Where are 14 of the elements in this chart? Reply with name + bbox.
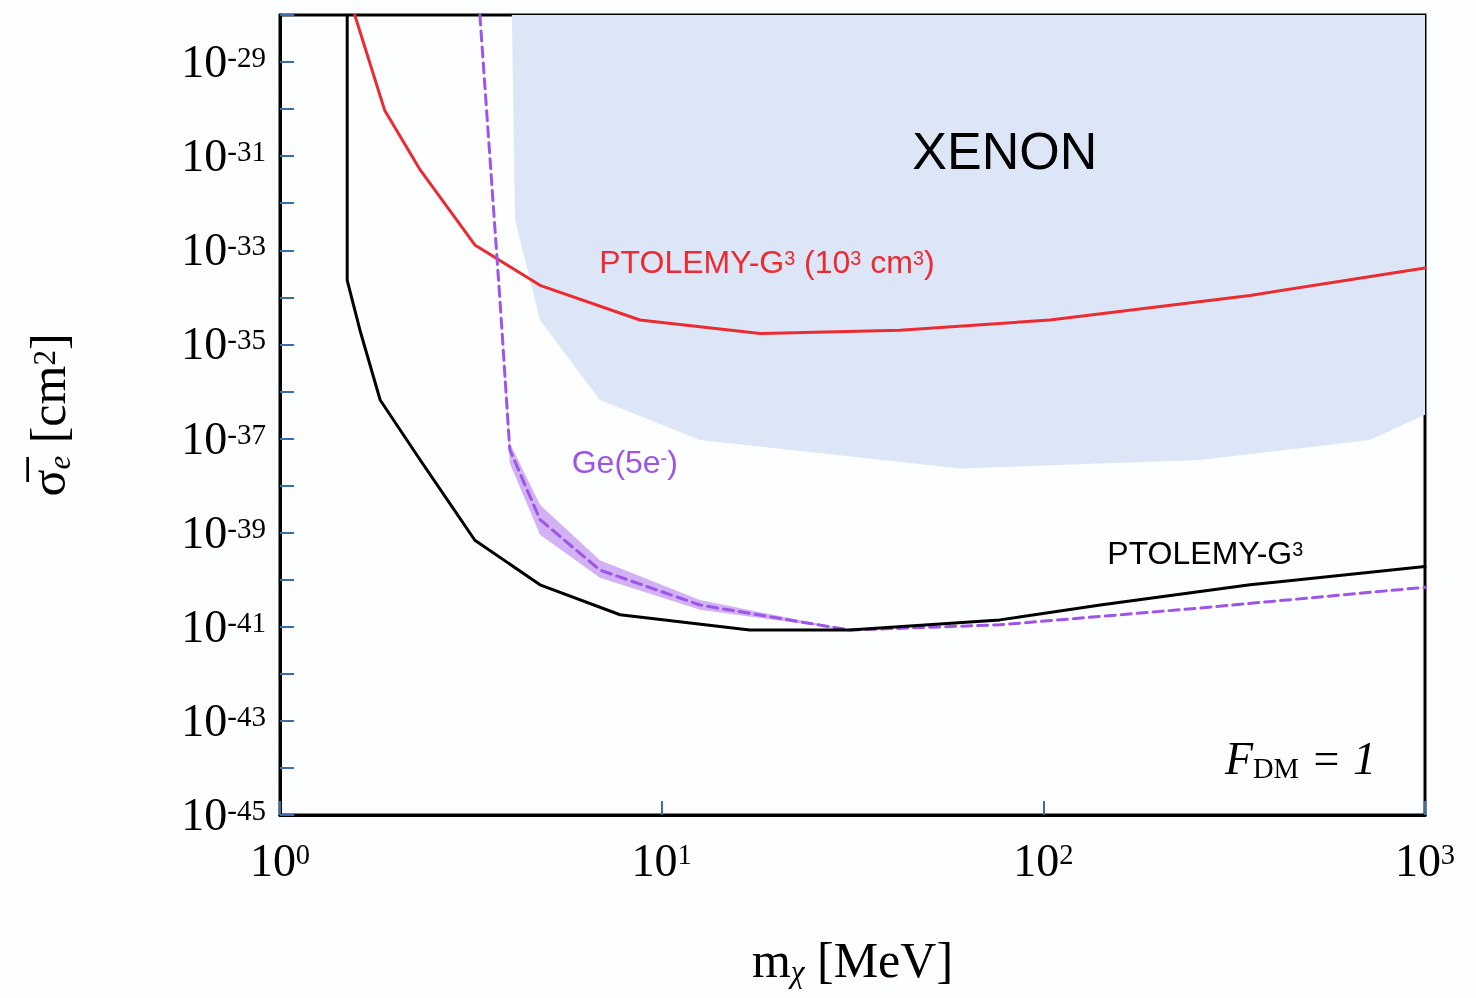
y-tick-label: 10$^{-29}$ — [181, 35, 266, 90]
series-label: Ge(5e-) — [571, 443, 678, 480]
y-tick-label: 10$^{-39}$ — [181, 505, 266, 560]
y-tick-label: 10$^{-31}$ — [181, 129, 266, 184]
annotation: FDM = 1 — [1223, 732, 1377, 784]
y-tick-label: 10$^{-37}$ — [181, 411, 266, 466]
y-tick-label: 10$^{-43}$ — [181, 693, 266, 748]
y-tick-label: 10$^{-35}$ — [181, 317, 266, 372]
y-tick-label: 10$^{-41}$ — [181, 599, 266, 654]
y-tick-label: 10$^{-33}$ — [181, 223, 266, 278]
y-tick-label: 10$^{-45}$ — [181, 789, 266, 840]
y-axis-title: σ̅e [cm2] — [20, 333, 77, 497]
series-label: XENON — [912, 121, 1098, 180]
x-axis-title: mχ [MeV] — [751, 931, 954, 989]
